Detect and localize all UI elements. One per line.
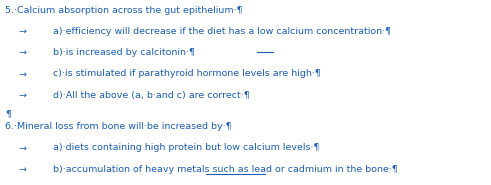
Text: →: → [19,69,27,78]
Text: →: → [19,143,27,152]
Text: →: → [19,165,27,174]
Text: →: → [19,91,27,100]
Text: a)·diets containing high protein but low calcium levels·¶: a)·diets containing high protein but low… [53,143,320,152]
Text: →: → [19,48,27,57]
Text: a)·efficiency will decrease if the diet has a low calcium concentration·¶: a)·efficiency will decrease if the diet … [53,27,391,36]
Text: 6.·Mineral loss from bone will·be increased by·¶: 6.·Mineral loss from bone will·be increa… [5,122,231,131]
Text: 5.·Calcium absorption across the gut epithelium·¶: 5.·Calcium absorption across the gut epi… [5,6,243,15]
Text: b)·is increased by calcitonin·¶: b)·is increased by calcitonin·¶ [53,48,195,57]
Text: d)·All the above (a, b·and c) are correct·¶: d)·All the above (a, b·and c) are correc… [53,91,249,100]
Text: ¶: ¶ [5,109,11,118]
Text: →: → [19,27,27,36]
Text: b)·accumulation of heavy metals such as lead or cadmium in the bone·¶: b)·accumulation of heavy metals such as … [53,165,398,174]
Text: c)·is stimulated if parathyroid hormone levels are high·¶: c)·is stimulated if parathyroid hormone … [53,69,321,78]
